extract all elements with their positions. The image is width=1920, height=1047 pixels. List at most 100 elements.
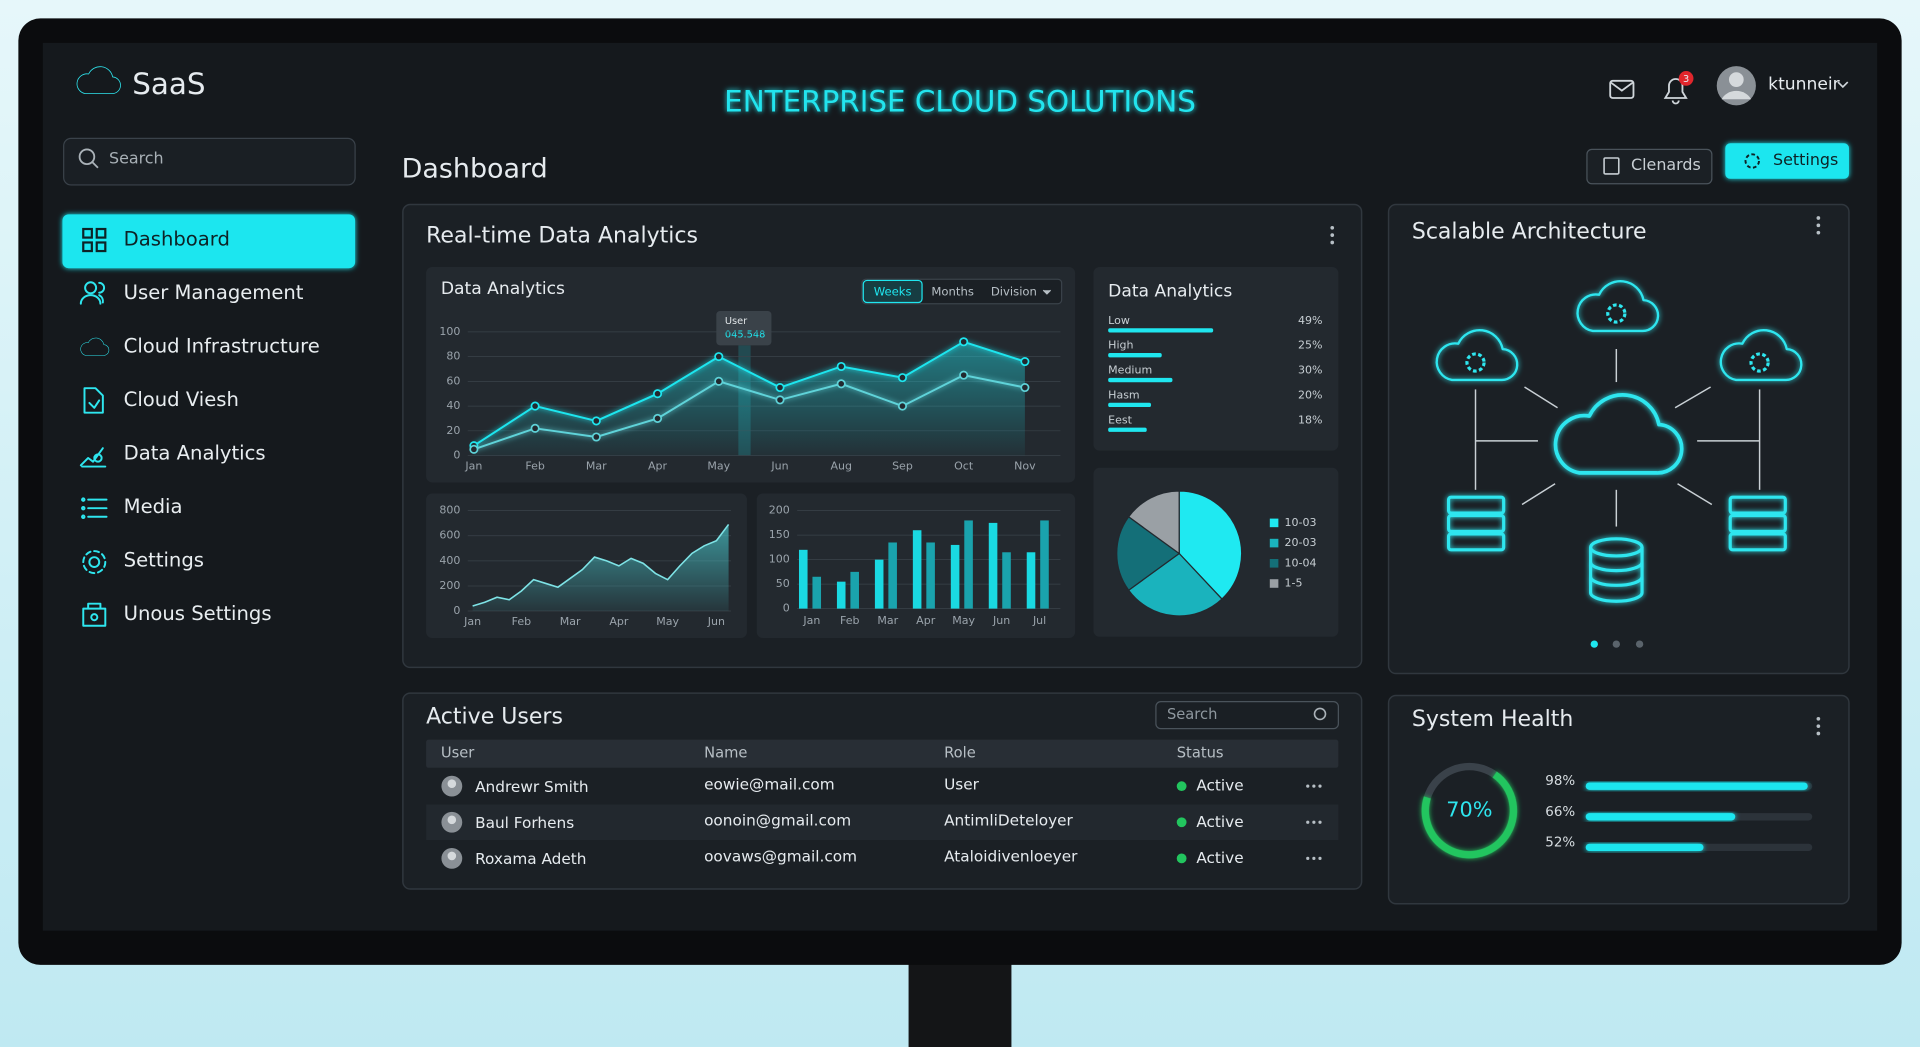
line-area: [473, 341, 1025, 456]
row-menu[interactable]: [1312, 856, 1316, 860]
y-tick-label: 200: [769, 504, 790, 517]
tab-dropdown: [1042, 289, 1052, 295]
user-menu[interactable]: ktunneir: [1716, 66, 1849, 106]
panel-title: System Health: [1412, 707, 1574, 732]
x-tick-label: Jun: [707, 615, 725, 628]
row-menu[interactable]: [1312, 784, 1316, 788]
line-point: [714, 376, 724, 386]
mail-button[interactable]: [1609, 79, 1635, 99]
tab[interactable]: Division: [991, 285, 1037, 299]
user-name: Baul Forhens: [475, 814, 574, 832]
user-status: Active: [1196, 777, 1243, 795]
nav-item[interactable]: Media: [124, 495, 183, 518]
notifications-button[interactable]: 3: [1663, 71, 1694, 105]
row-menu[interactable]: [1306, 856, 1310, 860]
progress-value: 20%: [1298, 388, 1322, 401]
icon-unous-settings: [82, 602, 107, 627]
x-tick-label: Mar: [560, 615, 581, 628]
line-point: [775, 382, 785, 393]
x-tick-label: Mar: [586, 460, 607, 473]
panel-menu[interactable]: [1330, 225, 1335, 245]
row-menu[interactable]: [1312, 820, 1316, 824]
panel-title: Scalable Architecture: [1412, 220, 1647, 245]
avatar-head: [1728, 72, 1744, 87]
y-tick-label: 50: [776, 577, 790, 590]
nav-item[interactable]: Dashboard: [124, 228, 230, 251]
progress-value: 30%: [1298, 364, 1322, 377]
health-label: 52%: [1545, 835, 1575, 850]
line-point: [959, 337, 969, 347]
tab[interactable]: Weeks: [874, 285, 912, 299]
tab-active[interactable]: [862, 279, 923, 304]
health-panel: [1387, 694, 1850, 905]
progress-label: Eest: [1108, 413, 1132, 426]
nav-item[interactable]: Cloud Viesh: [124, 388, 239, 411]
bar: [874, 559, 884, 609]
legend-swatch: [1269, 518, 1279, 528]
panel-menu[interactable]: [1816, 716, 1821, 736]
nav-item[interactable]: User Management: [124, 281, 304, 304]
progress-label: Medium: [1108, 364, 1152, 377]
tab[interactable]: Months: [931, 285, 974, 299]
status-dot: [1176, 817, 1187, 828]
bar: [950, 544, 960, 609]
row-menu[interactable]: [1318, 784, 1322, 788]
nav-item[interactable]: Cloud Infrastructure: [124, 335, 320, 358]
area-line: [472, 523, 730, 607]
row-menu[interactable]: [1318, 820, 1322, 824]
row-menu[interactable]: [1318, 856, 1322, 860]
y-tick-label: 0: [783, 602, 790, 615]
clenards-button[interactable]: Clenards: [1586, 148, 1713, 185]
database: [1589, 537, 1644, 603]
line-point: [836, 361, 846, 372]
line-point: [591, 432, 601, 442]
line-point: [1020, 357, 1030, 367]
progress-value: 49%: [1298, 314, 1322, 327]
line-point: [469, 444, 479, 454]
sidebar-search[interactable]: Search: [63, 137, 356, 186]
progress-bar: [1108, 427, 1147, 432]
health-bar: [1585, 813, 1736, 821]
row-avatar-head: [447, 779, 457, 788]
settings-button[interactable]: Settings: [1725, 143, 1849, 179]
progress-value: 25%: [1298, 339, 1322, 352]
nav-active-highlight: [62, 214, 356, 269]
search-icon-handle: [91, 161, 99, 169]
panel-menu[interactable]: [1816, 216, 1821, 235]
panel-title: Active Users: [426, 705, 563, 730]
x-tick-label: Jan: [464, 460, 482, 473]
connectors: [1474, 349, 1761, 527]
button-label: Settings: [1773, 150, 1838, 169]
bar: [888, 542, 897, 609]
user-role: AntimliDeteloyer: [944, 812, 1073, 830]
bar: [798, 549, 808, 609]
nav-item[interactable]: Data Analytics: [124, 442, 266, 465]
icon-analytics: [79, 447, 107, 468]
health-bar: [1585, 843, 1704, 852]
nav-item[interactable]: Settings: [124, 549, 204, 572]
page-dot-active[interactable]: [1590, 640, 1598, 648]
row-menu[interactable]: [1306, 820, 1310, 824]
progress-card: [1093, 266, 1339, 451]
user-status: Active: [1196, 849, 1243, 867]
x-tick-label: Mar: [877, 614, 898, 627]
page-dot[interactable]: [1612, 640, 1620, 648]
icon-settings: [82, 550, 107, 575]
user-email: oonoin@gmail.com: [704, 812, 851, 830]
icon-cloud-view: [83, 387, 104, 414]
user-role: User: [944, 775, 980, 793]
row-menu[interactable]: [1306, 784, 1310, 788]
x-tick-label: Apr: [916, 614, 936, 627]
page-title: Dashboard: [402, 154, 548, 185]
page-dot[interactable]: [1635, 640, 1644, 648]
nav-item[interactable]: Unous Settings: [124, 602, 272, 625]
chart-title: Data Analytics: [441, 279, 565, 299]
x-tick-label: Aug: [830, 460, 852, 473]
x-tick-label: Oct: [954, 460, 974, 473]
progress-bar: [1108, 353, 1162, 358]
health-label: 66%: [1545, 805, 1575, 820]
legend-label: 10-03: [1284, 516, 1316, 529]
users-search[interactable]: Search: [1155, 701, 1339, 730]
legend-swatch: [1269, 579, 1279, 588]
tooltip: [716, 311, 772, 346]
